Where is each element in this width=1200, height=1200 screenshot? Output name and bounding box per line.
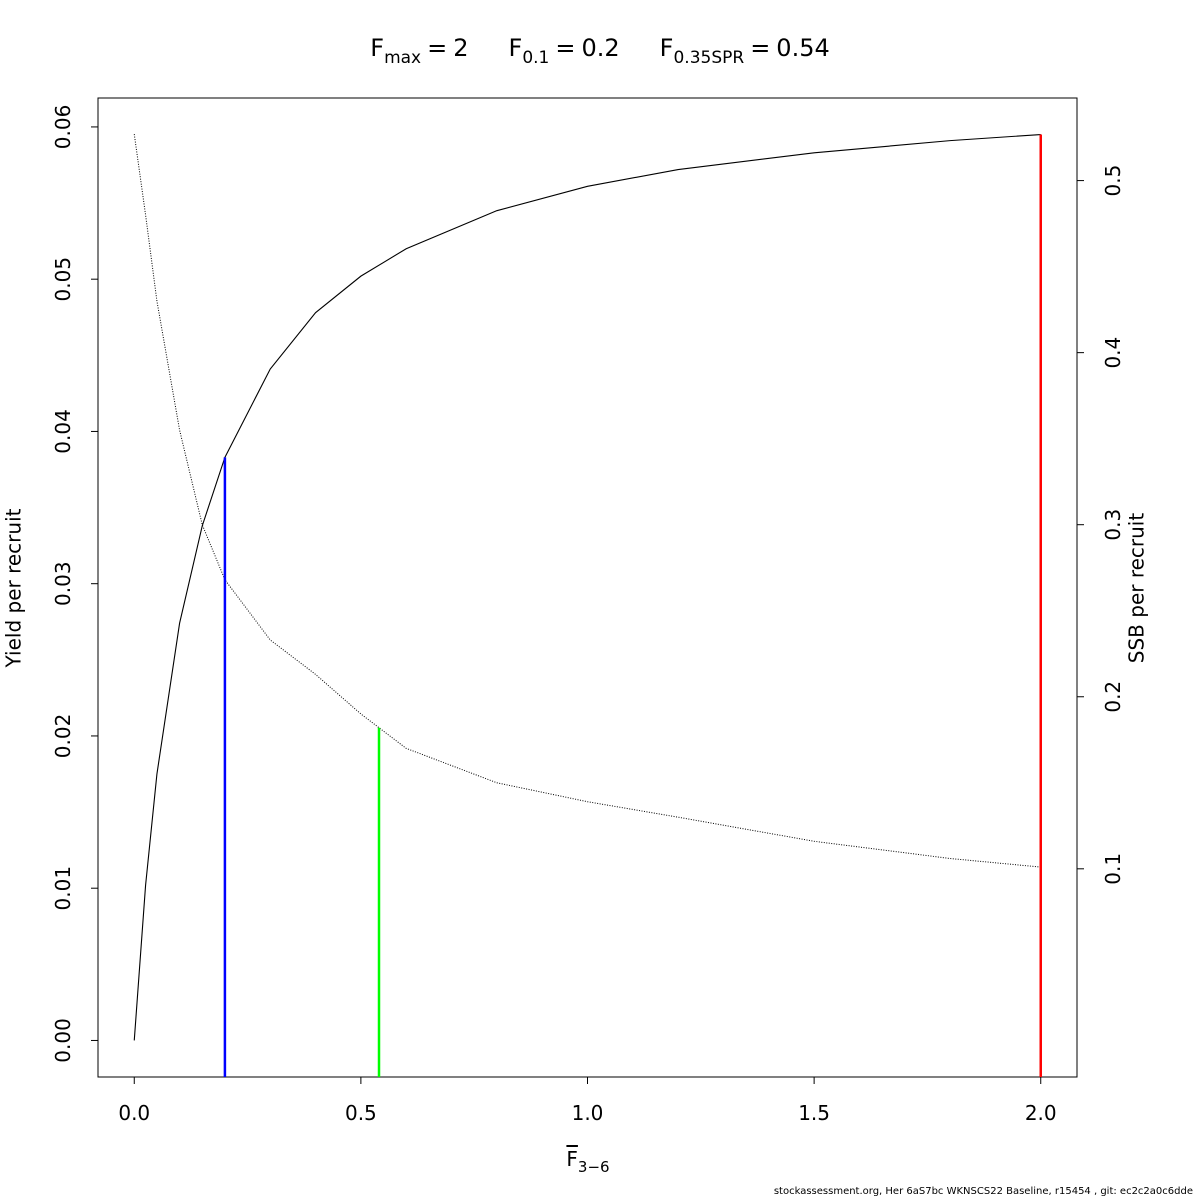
y-axis-label: Yield per recruit [2,508,26,668]
y2-tick-label: 0.3 [1101,509,1125,541]
title-subscript: 0.35SPR [673,48,744,68]
y2-axis-label: SSB per recruit [1125,513,1149,664]
y2-tick-label: 0.5 [1101,165,1125,197]
y2-tick-label: 0.2 [1101,681,1125,713]
y-tick-label: 0.06 [51,105,75,150]
series-line [133,134,1041,868]
y-tick-label: 0.04 [51,409,75,454]
y2-tick-label: 0.1 [1101,853,1125,885]
x-label-subscript: 3−6 [578,1158,610,1176]
title-symbol: F [509,34,523,62]
x-label-symbol: F [566,1147,578,1171]
y-tick-label: 0.01 [51,866,75,911]
title-subscript: 0.1 [522,48,549,68]
x-axis-label: F3−6 [566,1147,609,1176]
title-relation: = [555,34,575,62]
y-tick-label: 0.05 [51,257,75,302]
title-value: 2 [453,34,468,62]
x-tick-label: 1.0 [572,1101,604,1125]
x-tick-label: 0.5 [345,1101,377,1125]
title-relation: = [750,34,770,62]
chart-title: Fmax = 2 F0.1 = 0.2 F0.35SPR = 0.54 [370,34,829,68]
title-subscript: max [384,48,421,68]
x-tick-label: 0.0 [118,1101,150,1125]
title-value: 0.2 [581,34,619,62]
plot-frame [97,97,1078,1078]
title-relation: = [427,34,447,62]
y-tick-label: 0.00 [51,1018,75,1063]
title-symbol: F [370,34,384,62]
y2-tick-label: 0.4 [1101,337,1125,369]
y-tick-label: 0.03 [51,561,75,606]
y-tick-label: 0.02 [51,714,75,759]
series-line [133,133,1041,1041]
x-tick-label: 2.0 [1025,1101,1057,1125]
title-value: 0.54 [776,34,829,62]
title-symbol: F [660,34,674,62]
footer: stockassessment.org, Her 6aS7bc WKNSCS22… [774,1186,1193,1197]
x-tick-label: 1.5 [798,1101,830,1125]
